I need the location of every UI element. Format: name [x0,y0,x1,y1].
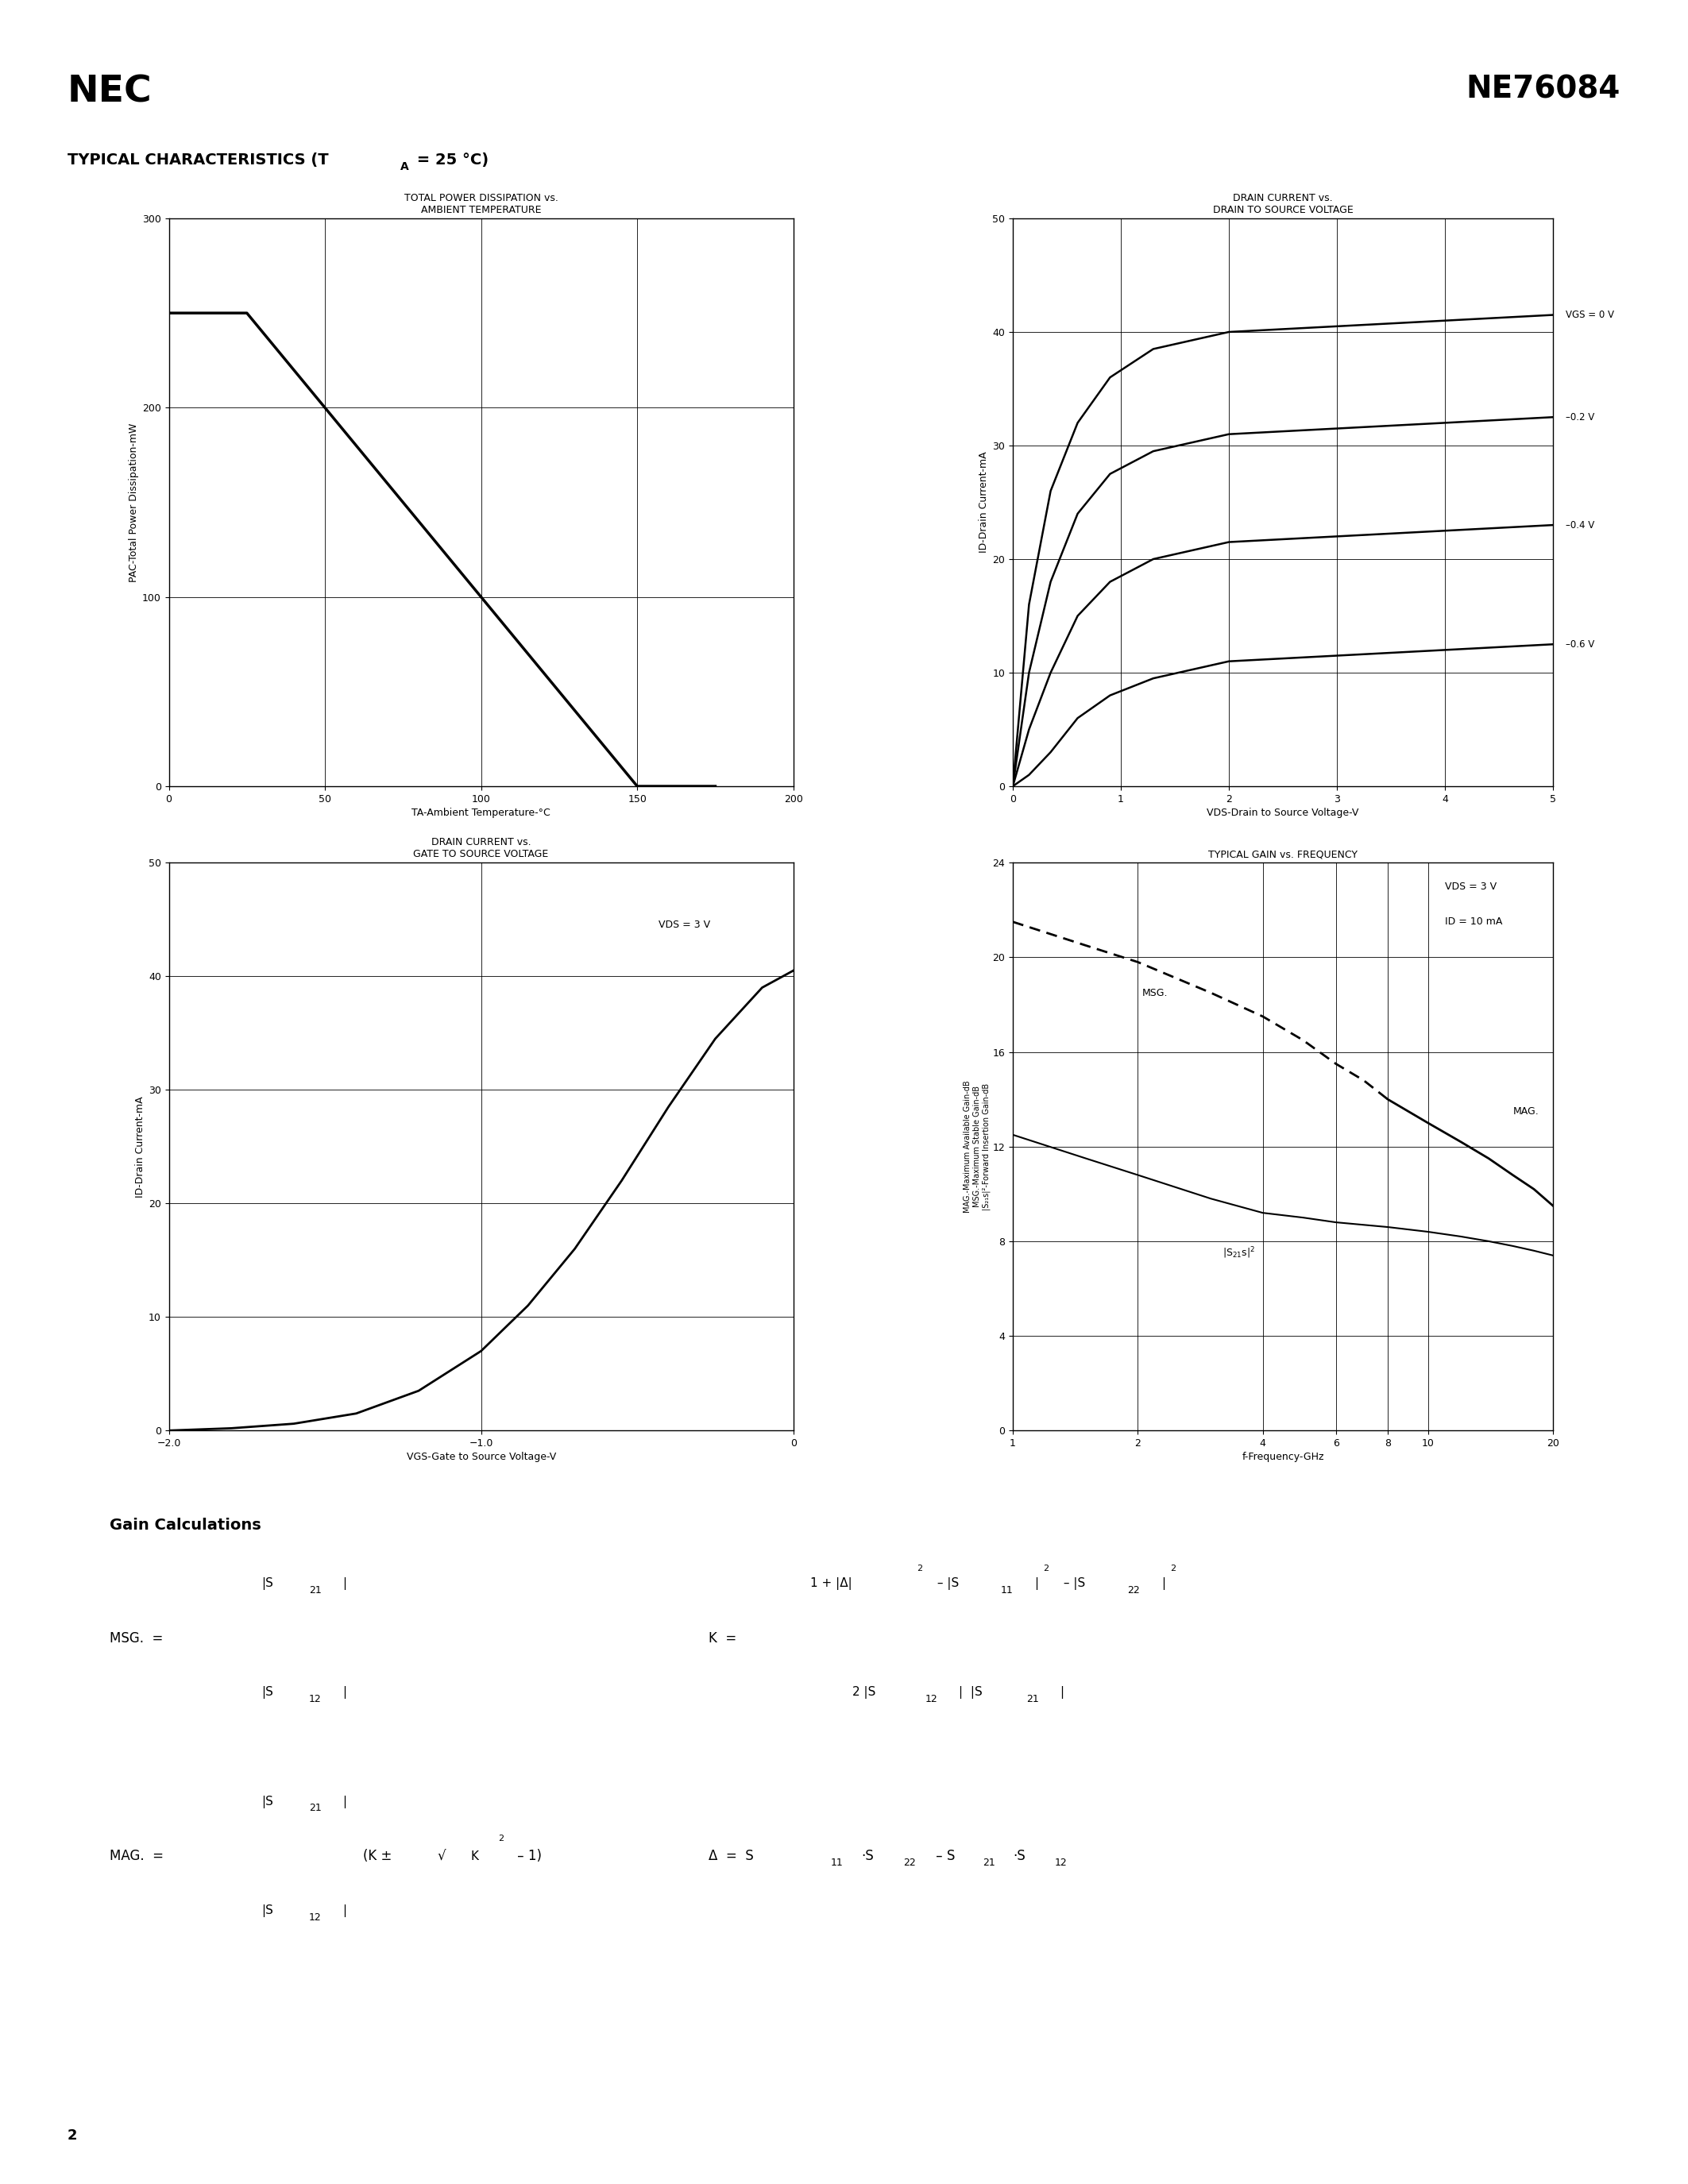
Text: |  |S: | |S [959,1686,982,1699]
Text: 11: 11 [830,1859,842,1867]
Text: A: A [400,162,408,173]
Text: |: | [1060,1686,1063,1699]
Text: 12: 12 [309,1913,321,1922]
Text: 12: 12 [1055,1859,1067,1867]
Text: 22: 22 [903,1859,915,1867]
Text: – |S: – |S [933,1577,959,1590]
Text: 2: 2 [1043,1564,1048,1572]
Text: 21: 21 [1026,1695,1038,1704]
Text: 21: 21 [309,1804,321,1813]
Text: 21: 21 [309,1586,321,1594]
Text: ·S: ·S [1013,1850,1025,1863]
Text: 22: 22 [1128,1586,1139,1594]
Title: DRAIN CURRENT vs.
GATE TO SOURCE VOLTAGE: DRAIN CURRENT vs. GATE TO SOURCE VOLTAGE [414,836,549,860]
Text: MAG.  =: MAG. = [110,1850,164,1863]
Text: Δ  =  S: Δ = S [709,1850,755,1863]
Text: 2: 2 [498,1835,503,1843]
Text: |S: |S [262,1686,273,1699]
Text: –0.4 V: –0.4 V [1566,520,1595,531]
Text: VGS = 0 V: VGS = 0 V [1566,310,1614,321]
Title: TOTAL POWER DISSIPATION vs.
AMBIENT TEMPERATURE: TOTAL POWER DISSIPATION vs. AMBIENT TEMP… [403,192,559,216]
X-axis label: VGS-Gate to Source Voltage-V: VGS-Gate to Source Voltage-V [407,1452,555,1463]
Text: 12: 12 [925,1695,937,1704]
Text: VDS = 3 V: VDS = 3 V [658,919,711,930]
Text: |: | [343,1577,346,1590]
Text: ·S: ·S [861,1850,873,1863]
Text: |S: |S [262,1904,273,1918]
X-axis label: VDS-Drain to Source Voltage-V: VDS-Drain to Source Voltage-V [1207,808,1359,819]
Text: |: | [343,1686,346,1699]
Text: 1 + |Δ|: 1 + |Δ| [810,1577,852,1590]
Text: – |S: – |S [1060,1577,1085,1590]
Text: (K ±: (K ± [363,1850,397,1863]
Title: DRAIN CURRENT vs.
DRAIN TO SOURCE VOLTAGE: DRAIN CURRENT vs. DRAIN TO SOURCE VOLTAG… [1212,192,1354,216]
Y-axis label: ID-Drain Current-mA: ID-Drain Current-mA [135,1096,145,1197]
Text: |: | [343,1795,346,1808]
Y-axis label: MAG.-Maximum Available Gain-dB
MSG.-Maximum Stable Gain-dB
|S₂₁s|²-Forward Inser: MAG.-Maximum Available Gain-dB MSG.-Maxi… [964,1081,991,1212]
Text: 2 |S: 2 |S [852,1686,876,1699]
Text: 2: 2 [917,1564,922,1572]
Text: VDS = 3 V: VDS = 3 V [1445,880,1497,891]
Text: |S$_{21}$s|$^2$: |S$_{21}$s|$^2$ [1222,1245,1256,1260]
Text: |S: |S [262,1795,273,1808]
Text: K  =: K = [709,1631,738,1645]
Text: NEC: NEC [68,74,152,109]
Text: |S: |S [262,1577,273,1590]
Text: 11: 11 [1001,1586,1013,1594]
Text: – 1): – 1) [513,1850,542,1863]
Text: Gain Calculations: Gain Calculations [110,1518,262,1533]
Text: |: | [343,1904,346,1918]
Text: = 25 °C): = 25 °C) [412,153,490,168]
Text: 2: 2 [1170,1564,1175,1572]
Text: 2: 2 [68,2129,78,2143]
Text: –0.6 V: –0.6 V [1566,640,1595,649]
Text: TYPICAL CHARACTERISTICS (T: TYPICAL CHARACTERISTICS (T [68,153,329,168]
Title: TYPICAL GAIN vs. FREQUENCY: TYPICAL GAIN vs. FREQUENCY [1209,850,1357,860]
Text: ID = 10 mA: ID = 10 mA [1445,917,1502,926]
Text: |: | [1035,1577,1038,1590]
X-axis label: TA-Ambient Temperature-°C: TA-Ambient Temperature-°C [412,808,550,819]
Text: 12: 12 [309,1695,321,1704]
Text: √: √ [437,1850,446,1863]
Text: MSG.: MSG. [1143,987,1168,998]
Y-axis label: ID-Drain Current-mA: ID-Drain Current-mA [979,452,989,553]
Y-axis label: PAC-Total Power Dissipation-mW: PAC-Total Power Dissipation-mW [128,424,138,581]
Text: – S: – S [932,1850,955,1863]
Text: |: | [1161,1577,1165,1590]
Text: 21: 21 [982,1859,994,1867]
X-axis label: f-Frequency-GHz: f-Frequency-GHz [1242,1452,1323,1463]
Text: MAG.: MAG. [1512,1105,1539,1116]
Text: K: K [471,1850,479,1863]
Text: –0.2 V: –0.2 V [1566,413,1595,422]
Text: MSG.  =: MSG. = [110,1631,164,1645]
Text: NE76084: NE76084 [1467,74,1620,105]
